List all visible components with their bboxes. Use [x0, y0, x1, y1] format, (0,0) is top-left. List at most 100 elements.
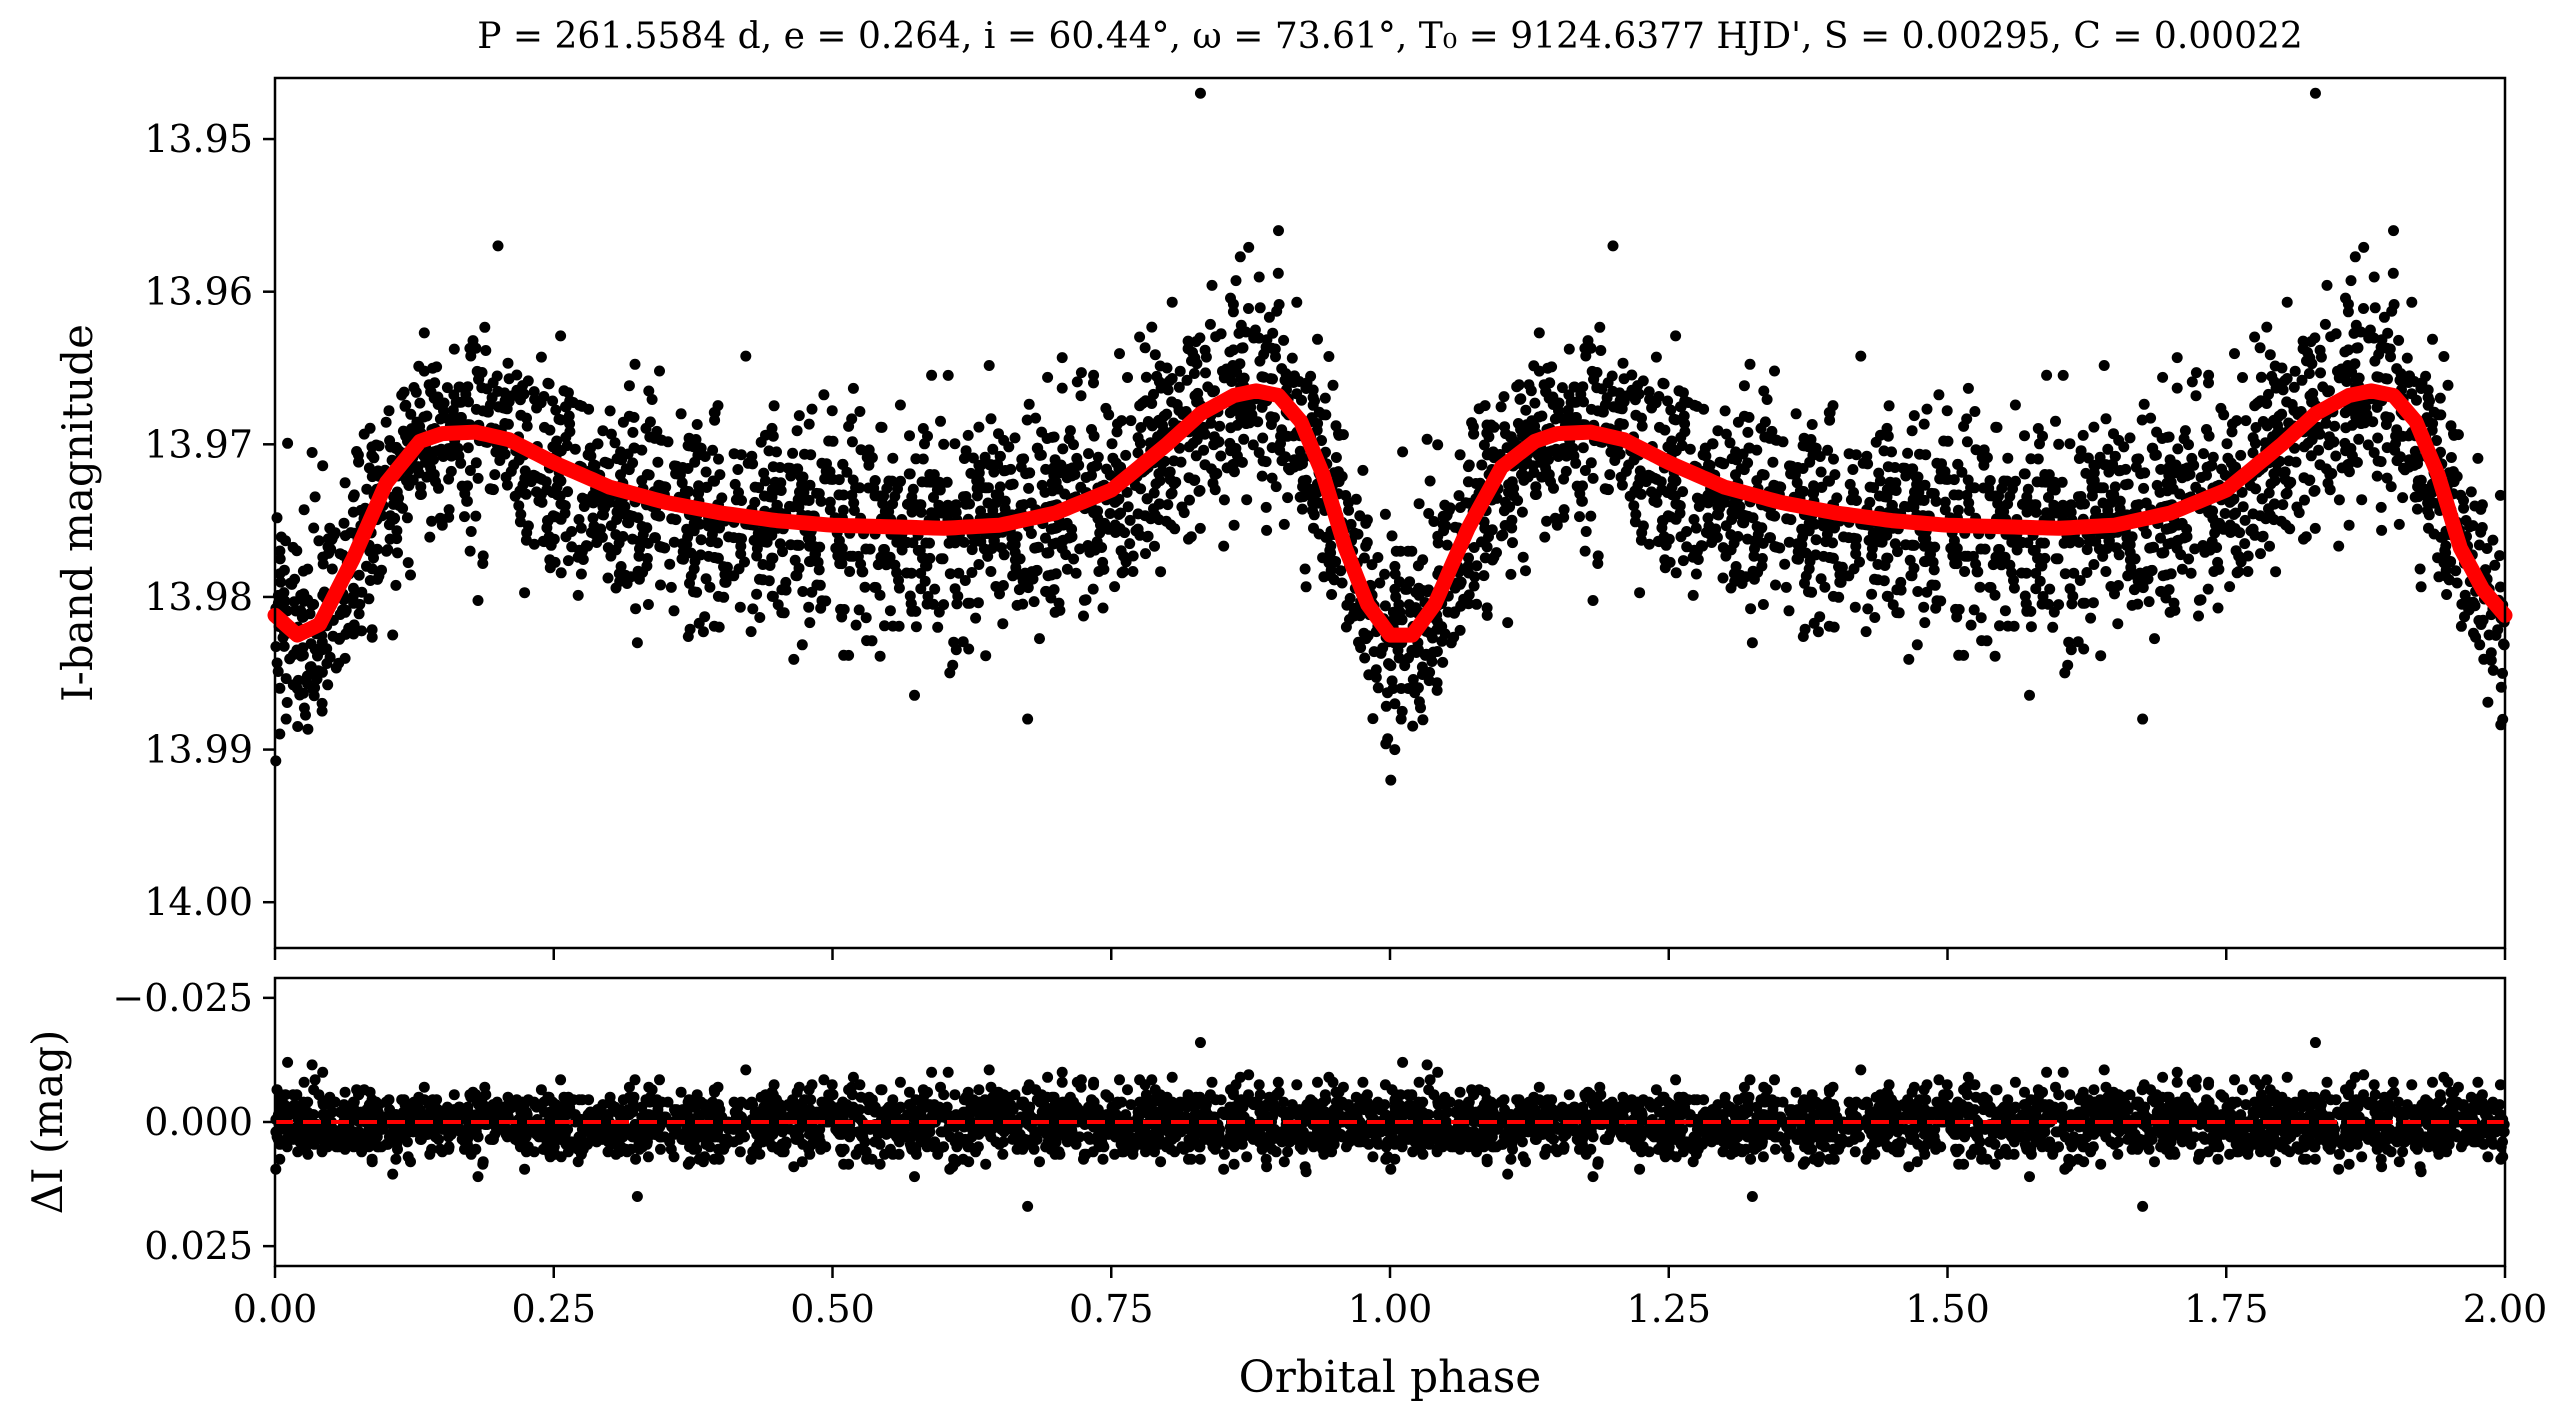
data-point	[1889, 462, 1901, 473]
data-point	[480, 345, 492, 356]
data-point	[2231, 567, 2243, 579]
data-point	[2032, 453, 2044, 465]
data-point	[2369, 302, 2381, 314]
data-point	[643, 469, 655, 481]
data-point	[1087, 583, 1099, 595]
data-point	[2447, 466, 2459, 478]
data-point	[1086, 424, 1097, 435]
data-point	[982, 550, 994, 562]
data-point	[2472, 452, 2484, 464]
data-point	[617, 416, 629, 428]
data-point	[994, 450, 1006, 462]
data-point	[1920, 449, 1932, 461]
data-point	[844, 566, 856, 577]
data-point	[963, 643, 975, 655]
data-point	[682, 531, 694, 543]
data-point	[2008, 582, 2020, 594]
data-point	[833, 474, 845, 486]
data-point	[1993, 490, 2005, 502]
data-point	[1094, 527, 1106, 539]
data-point	[1483, 531, 1494, 543]
data-point	[502, 357, 514, 369]
data-point	[1543, 454, 1554, 465]
data-point	[984, 459, 995, 471]
data-point	[2387, 267, 2399, 279]
data-point	[1790, 408, 1802, 420]
data-point	[2401, 352, 2413, 364]
data-point	[1516, 506, 1528, 518]
data-point	[1570, 396, 1582, 408]
data-point	[2098, 360, 2110, 371]
data-point	[1520, 404, 1532, 416]
data-point	[1441, 509, 1453, 521]
data-point	[1479, 400, 1491, 412]
data-point	[854, 406, 866, 417]
data-point	[2203, 377, 2214, 389]
residual-point	[642, 1151, 654, 1163]
data-point	[1468, 542, 1480, 553]
data-point	[1927, 556, 1939, 568]
data-point	[767, 430, 779, 442]
data-point	[2100, 566, 2112, 577]
data-point	[2448, 428, 2459, 440]
data-point	[953, 567, 965, 579]
data-point	[1690, 522, 1702, 534]
data-point	[1850, 548, 1862, 560]
data-point	[1815, 466, 1827, 478]
data-point	[1803, 563, 1815, 575]
data-point	[2415, 581, 2427, 593]
data-point	[1743, 411, 1755, 423]
data-point	[1918, 418, 1930, 430]
data-point	[1428, 516, 1440, 527]
data-point	[933, 606, 945, 618]
data-point	[846, 489, 858, 501]
data-point	[1705, 490, 1717, 502]
data-point	[788, 653, 800, 665]
data-point	[670, 514, 682, 526]
data-point	[2025, 605, 2037, 617]
data-point	[704, 581, 716, 593]
data-point	[391, 533, 403, 545]
data-point	[1328, 574, 1340, 586]
data-point	[1889, 538, 1901, 550]
data-point	[2389, 444, 2401, 456]
data-point	[1952, 504, 1964, 516]
data-point	[546, 487, 558, 498]
data-point	[2179, 425, 2191, 437]
data-point	[2025, 621, 2037, 633]
data-point	[560, 401, 571, 413]
data-point	[2432, 409, 2444, 421]
data-point	[2237, 372, 2248, 383]
data-point	[2422, 505, 2433, 517]
data-point	[887, 452, 899, 464]
data-point	[1965, 619, 1977, 631]
data-point	[1185, 531, 1197, 543]
data-point	[1199, 459, 1211, 471]
data-point	[1714, 502, 1726, 514]
data-point	[1178, 507, 1190, 519]
data-point	[2103, 535, 2115, 547]
data-point	[1200, 351, 1212, 363]
data-point	[489, 469, 501, 481]
data-point	[1681, 541, 1693, 553]
data-point	[700, 466, 712, 478]
data-point	[1370, 664, 1382, 676]
data-point	[746, 450, 758, 462]
data-point	[1319, 392, 1331, 404]
data-point	[1628, 454, 1640, 466]
data-point	[2358, 241, 2370, 253]
data-point	[1174, 365, 1186, 377]
data-point	[2427, 333, 2438, 345]
data-point	[2360, 401, 2372, 413]
data-point	[470, 457, 482, 469]
data-point	[1140, 548, 1151, 560]
data-point	[1033, 541, 1044, 553]
data-point	[1326, 589, 1338, 600]
data-point	[1189, 390, 1201, 402]
data-point	[514, 394, 526, 406]
data-point	[915, 567, 927, 579]
data-point	[1323, 557, 1335, 569]
data-point	[1056, 352, 1068, 364]
data-point	[1735, 463, 1747, 475]
